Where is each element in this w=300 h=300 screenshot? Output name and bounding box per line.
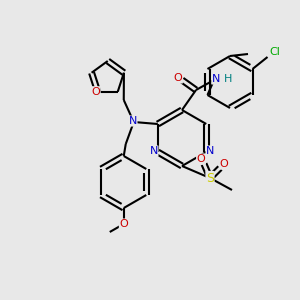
Text: N: N <box>206 146 214 156</box>
Text: O: O <box>220 159 228 169</box>
Text: Cl: Cl <box>269 47 280 57</box>
Text: O: O <box>92 87 100 97</box>
Text: O: O <box>174 73 182 83</box>
Text: N: N <box>150 146 158 156</box>
Text: O: O <box>196 154 206 164</box>
Text: N: N <box>129 116 137 126</box>
Text: N: N <box>212 74 220 84</box>
Text: S: S <box>206 172 214 184</box>
Text: H: H <box>224 74 232 84</box>
Text: O: O <box>119 219 128 229</box>
